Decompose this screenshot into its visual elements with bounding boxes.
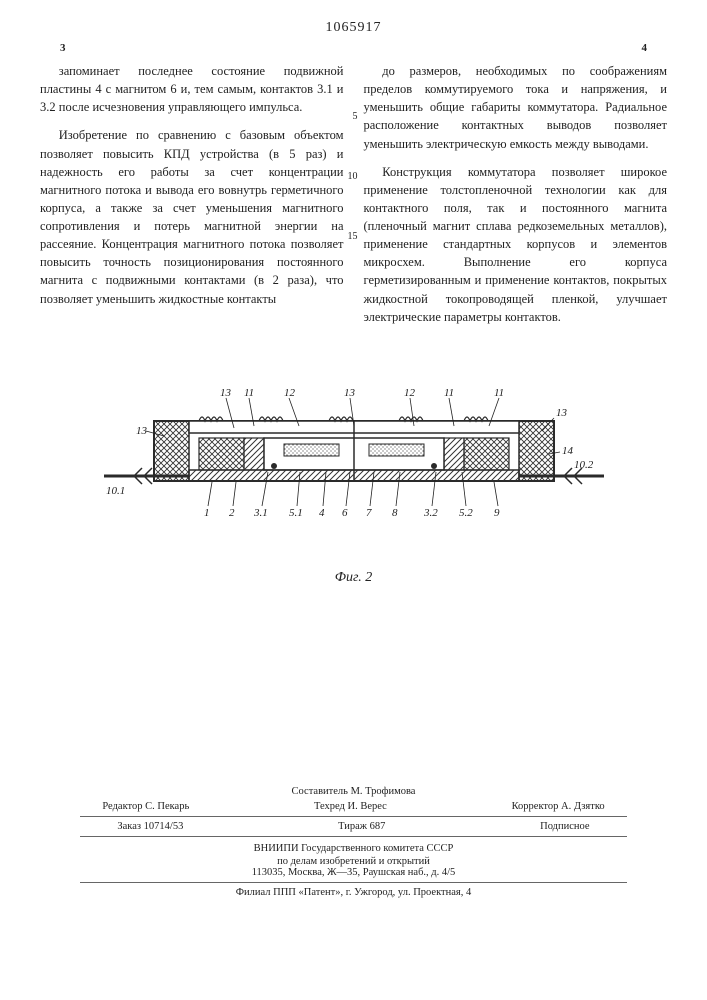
line-marker: 15 — [348, 230, 358, 245]
svg-text:10.2: 10.2 — [574, 459, 594, 471]
svg-text:5.1: 5.1 — [289, 507, 303, 519]
svg-text:4: 4 — [319, 507, 325, 519]
svg-text:10.1: 10.1 — [106, 485, 125, 497]
addr1: 113035, Москва, Ж—35, Раушская наб., д. … — [40, 867, 667, 878]
svg-text:12: 12 — [284, 387, 296, 399]
svg-text:3.1: 3.1 — [253, 507, 268, 519]
page: 1065917 3 4 запоминает последнее состоян… — [0, 0, 707, 1000]
editor: Редактор С. Пекарь — [102, 801, 189, 812]
svg-text:8: 8 — [392, 507, 398, 519]
svg-text:2: 2 — [229, 507, 235, 519]
body-text: запоминает последнее состояние подвижной… — [40, 62, 667, 336]
svg-text:11: 11 — [244, 387, 254, 399]
subscr: Подписное — [540, 821, 589, 832]
page-numbers: 3 4 — [40, 42, 667, 54]
left-p2: Изобретение по сравнению с базовым объек… — [40, 126, 344, 307]
left-column: запоминает последнее состояние подвижной… — [40, 62, 344, 336]
svg-text:13: 13 — [136, 425, 148, 437]
svg-text:9: 9 — [494, 507, 500, 519]
svg-text:5.2: 5.2 — [459, 507, 473, 519]
page-num-left: 3 — [60, 42, 66, 54]
svg-text:12: 12 — [404, 387, 416, 399]
svg-text:14: 14 — [562, 445, 574, 457]
svg-text:13: 13 — [220, 387, 232, 399]
right-p2: Конструкция коммутатора позволяет широко… — [364, 163, 668, 326]
techred: Техред И. Верес — [314, 801, 387, 812]
document-number: 1065917 — [40, 20, 667, 36]
corrector: Корректор А. Дзятко — [512, 801, 605, 812]
org2: по делам изобретений и открытий — [40, 856, 667, 867]
figure-svg: 13 13 11 12 13 12 11 11 13 14 — [104, 376, 604, 566]
right-column: до размеров, необходимых по соображениям… — [364, 62, 668, 336]
line-marker: 10 — [348, 170, 358, 185]
svg-text:1: 1 — [204, 507, 210, 519]
figure-2: 13 13 11 12 13 12 11 11 13 14 — [40, 376, 667, 586]
svg-text:7: 7 — [366, 507, 372, 519]
page-num-right: 4 — [642, 42, 648, 54]
compiler: Составитель М. Трофимова — [40, 786, 667, 797]
svg-text:13: 13 — [556, 407, 568, 419]
footer: Составитель М. Трофимова Редактор С. Пек… — [40, 786, 667, 898]
svg-text:13: 13 — [344, 387, 356, 399]
svg-text:11: 11 — [494, 387, 504, 399]
svg-text:11: 11 — [444, 387, 454, 399]
svg-text:3.2: 3.2 — [423, 507, 438, 519]
left-p1: запоминает последнее состояние подвижной… — [40, 62, 344, 116]
order: Заказ 10714/53 — [117, 821, 183, 832]
org1: ВНИИПИ Государственного комитета СССР — [40, 843, 667, 854]
line-marker: 5 — [353, 110, 358, 125]
svg-text:6: 6 — [342, 507, 348, 519]
figure-caption: Фиг. 2 — [40, 570, 667, 586]
addr2: Филиал ППП «Патент», г. Ужгород, ул. Про… — [40, 887, 667, 898]
right-p1: до размеров, необходимых по соображениям… — [364, 62, 668, 153]
tirazh: Тираж 687 — [338, 821, 385, 832]
